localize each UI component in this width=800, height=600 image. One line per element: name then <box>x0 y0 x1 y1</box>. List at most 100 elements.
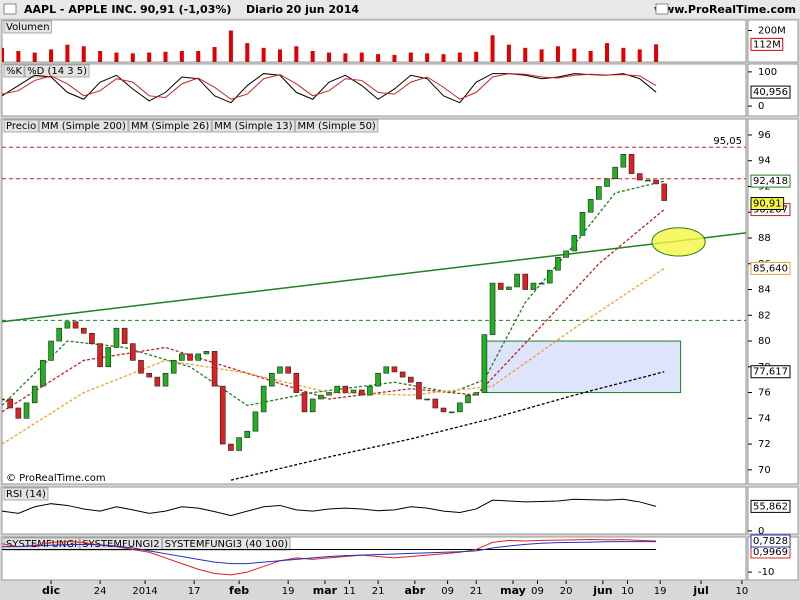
legend-box <box>162 537 291 551</box>
volume-bar <box>130 53 135 62</box>
x-tick-label: jul <box>692 584 708 597</box>
candle <box>358 389 365 396</box>
legend-box <box>3 20 53 34</box>
volume-bar <box>572 48 577 62</box>
volume-bar <box>212 47 217 62</box>
candle <box>383 366 390 374</box>
candle <box>457 402 463 413</box>
last-value-label: 90,91 <box>753 199 782 210</box>
candle <box>236 437 242 451</box>
x-tick-label: 17 <box>188 586 201 597</box>
y-tick-label: 0 <box>758 101 764 112</box>
copyright: © ProRealTime.com <box>6 473 106 484</box>
candle <box>195 353 202 361</box>
candle <box>80 327 87 334</box>
volume-bar <box>114 52 119 62</box>
candle <box>285 366 291 374</box>
x-tick-label: mar <box>313 584 338 597</box>
volume-bar <box>490 35 495 62</box>
legend-entry: Precio <box>6 121 36 132</box>
candle <box>489 282 496 335</box>
volume-bar <box>261 47 266 62</box>
x-tick-label: 09 <box>441 586 454 597</box>
candle <box>424 398 430 401</box>
x-tick-label: 19 <box>282 586 295 597</box>
volume-bar <box>523 47 528 62</box>
candle <box>628 153 635 174</box>
x-tick-label: abr <box>405 584 426 597</box>
last-value-box <box>750 365 791 379</box>
volume-bar <box>637 49 642 62</box>
site: www.ProRealTime.com <box>654 3 796 16</box>
candle <box>170 360 177 374</box>
plot-area <box>2 539 657 576</box>
volume-bar <box>474 51 479 62</box>
candle <box>64 321 71 329</box>
candle <box>244 430 251 438</box>
legend-box <box>3 487 49 501</box>
candle <box>645 179 651 182</box>
last-value-label: 85,640 <box>753 263 788 274</box>
line-series <box>2 73 657 100</box>
x-tick-label: 24 <box>94 586 107 597</box>
volume-bar <box>408 52 413 62</box>
volume-bar <box>343 53 348 62</box>
volume-bar <box>555 46 560 62</box>
y-tick-label: 80 <box>758 336 771 347</box>
volume-bar <box>277 49 282 62</box>
x-tick-label: 21 <box>372 586 385 597</box>
last-value-box <box>750 261 791 275</box>
x-tick-label: 19 <box>654 586 667 597</box>
last-value-box <box>750 499 791 513</box>
line-series <box>230 371 665 481</box>
candle <box>375 372 381 387</box>
volume-bar <box>376 54 381 62</box>
window-button[interactable] <box>655 3 669 15</box>
header-bar <box>0 0 800 18</box>
last-value-box <box>750 534 791 548</box>
y-tick-label: 84 <box>758 285 771 296</box>
candle <box>252 411 259 432</box>
candle <box>187 353 193 361</box>
candle <box>350 389 357 393</box>
x-tick-label: 2014 <box>132 586 157 597</box>
legend-box <box>3 64 25 78</box>
period: Diario <box>246 3 284 16</box>
x-tick-label: dic <box>42 584 60 597</box>
candle <box>56 327 63 342</box>
legend-entry: %D (14 3 5) <box>27 66 87 77</box>
x-tick-label: 11 <box>343 586 356 597</box>
y-tick-label: 70 <box>758 465 771 476</box>
legend-box <box>295 119 379 133</box>
menu-icon[interactable] <box>3 3 17 15</box>
legend-box <box>38 119 129 133</box>
candle <box>571 235 578 252</box>
x-tick-label: 20 <box>560 586 573 597</box>
candle <box>326 392 332 396</box>
candle <box>179 353 185 361</box>
axis-panel <box>747 118 799 485</box>
candle <box>653 179 659 185</box>
quote: 90,91 (-1,03%) <box>140 3 231 16</box>
panel <box>1 19 747 63</box>
volume-bar <box>425 53 430 62</box>
zone <box>483 340 682 394</box>
legend-entry: SYSTEMFUNGI3 (40 100) <box>165 539 289 550</box>
volume-bar <box>147 52 152 62</box>
last-value-label: 55,862 <box>753 501 788 512</box>
y-tick-label: -10 <box>758 567 774 578</box>
candle <box>219 385 226 445</box>
volume-bar <box>196 50 201 62</box>
volume-bar <box>49 49 54 62</box>
candle <box>587 199 594 213</box>
candle <box>416 381 422 400</box>
volume-bar <box>327 52 332 62</box>
candle <box>612 166 618 180</box>
last-value-box <box>750 174 791 188</box>
volume-bar <box>2 47 4 62</box>
volume-bar <box>81 46 86 62</box>
legend-box <box>3 119 39 133</box>
y-tick-label: 88 <box>758 233 771 244</box>
candle <box>31 385 38 404</box>
candle <box>448 411 455 414</box>
